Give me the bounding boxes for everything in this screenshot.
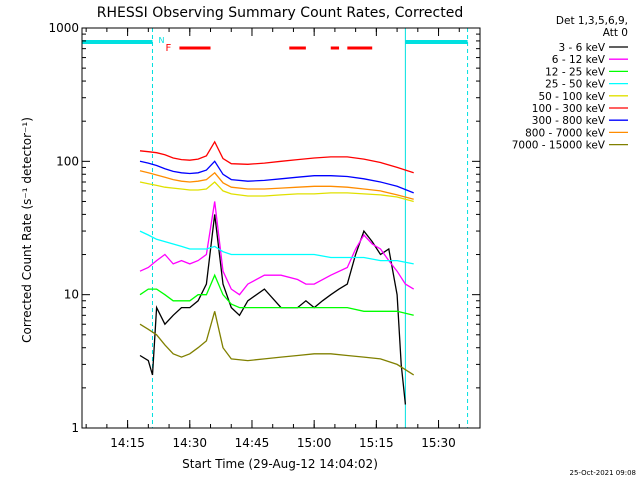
x-tick-label: 14:15 [110, 436, 145, 450]
axes-layer: 14:15 14:30 14:45 15:00 15:15 15:30 1 10 100 1000 [48, 21, 481, 450]
legend-header-line: Att 0 [603, 27, 628, 39]
y-tick-label: 10 [64, 288, 79, 302]
x-tick-label: 15:30 [421, 436, 456, 450]
y-tick-label: 1 [71, 421, 79, 435]
x-tick-label: 14:30 [172, 436, 207, 450]
x-tick-label: 14:45 [235, 436, 270, 450]
series-line [139, 160, 414, 194]
legend-entry-label: 6 - 12 keV [552, 54, 606, 66]
generation-timestamp: 25-Oct-2021 09:08 [570, 469, 636, 477]
legend-entry-label: 300 - 800 keV [532, 115, 606, 127]
series-line [139, 214, 407, 405]
series-line [139, 181, 414, 203]
y-axis-label: Corrected Count Rate (s⁻¹ detector⁻¹) [20, 117, 34, 343]
legend-entry-label: 12 - 25 keV [545, 66, 606, 78]
legend-entry-label: 7000 - 15000 keV [512, 140, 606, 152]
x-tick-label: 15:00 [297, 436, 332, 450]
series-layer [139, 140, 415, 405]
legend-entry-label: 25 - 50 keV [545, 79, 606, 91]
legend-entry-label: 3 - 6 keV [558, 42, 605, 54]
x-axis-label: Start Time (29-Aug-12 14:04:02) [182, 457, 378, 471]
legend-entry-label: 50 - 100 keV [538, 91, 605, 103]
legend-entry-label: 100 - 300 keV [532, 103, 606, 115]
series-line [139, 170, 414, 200]
chart-title: RHESSI Observing Summary Count Rates, Co… [97, 5, 463, 21]
flare-marker-label: F [165, 43, 171, 54]
series-line [139, 273, 414, 316]
legend-header-line: Det 1,3,5,6,9, [556, 15, 628, 27]
legend-entry-label: 800 - 7000 keV [525, 127, 606, 139]
y-tick-label: 100 [56, 154, 79, 168]
series-line [139, 311, 415, 376]
x-tick-label: 15:15 [359, 436, 394, 450]
night-marker-label: N [158, 36, 164, 45]
y-tick-label: 1000 [48, 21, 79, 35]
plot-frame [81, 27, 481, 429]
series-line [139, 201, 415, 296]
series-line [139, 230, 414, 265]
series-line [139, 140, 414, 174]
